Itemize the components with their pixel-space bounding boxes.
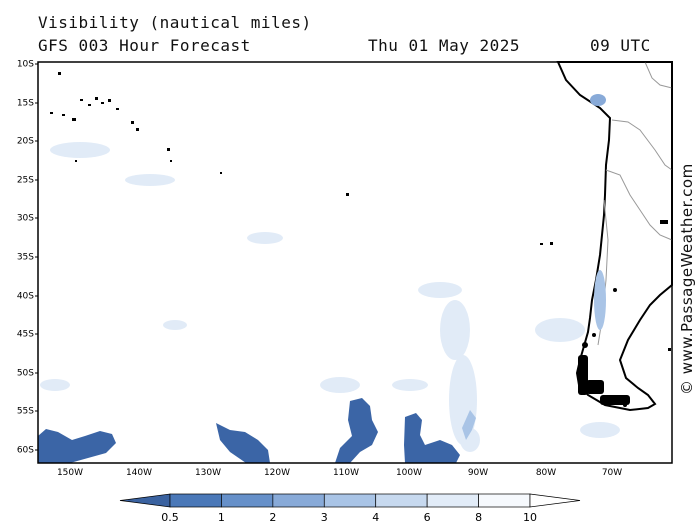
colorbar-label: 6 [424, 511, 431, 524]
longitude-label: 110W [333, 468, 359, 478]
longitude-label: 150W [57, 468, 83, 478]
latitude-label: 10S [17, 60, 34, 70]
credit-text: © www.PassageWeather.com [678, 163, 696, 395]
colorbar-label: 4 [372, 511, 379, 524]
longitude-label: 70W [602, 468, 622, 478]
colorbar-label: 0.5 [161, 511, 179, 524]
fjord-islands [578, 288, 630, 407]
longitude-label: 130W [195, 468, 221, 478]
pacific-islands [50, 72, 671, 351]
longitude-label: 100W [396, 468, 422, 478]
colorbar-segment [478, 493, 531, 508]
colorbar-segment [221, 493, 274, 508]
latitude-label: 60S [17, 446, 34, 456]
forecast-date: Thu 01 May 2025 [368, 36, 520, 55]
colorbar-label: 3 [321, 511, 328, 524]
colorbar-segment [426, 493, 479, 508]
colorbar-label: 2 [269, 511, 276, 524]
latitude-label: 40S [17, 292, 34, 302]
longitude-label: 140W [126, 468, 152, 478]
colorbar-segment [375, 493, 428, 508]
forecast-subtitle: GFS 003 Hour Forecast [38, 36, 251, 55]
map-title: Visibility (nautical miles) [38, 13, 312, 32]
longitude-label: 80W [536, 468, 556, 478]
colorbar-segment [169, 493, 222, 508]
latitude-label: 15S [17, 99, 34, 109]
visibility-low-zones [38, 398, 476, 463]
latitude-label: 55S [17, 407, 34, 417]
colorbar-segment [119, 493, 171, 508]
latitude-label: 50S [17, 369, 34, 379]
forecast-time: 09 UTC [590, 36, 651, 55]
latitude-label: 30S [17, 214, 34, 224]
longitude-label: 90W [468, 468, 488, 478]
latitude-label: 35S [17, 253, 34, 263]
colorbar-segment [272, 493, 325, 508]
colorbar-label: 10 [523, 511, 537, 524]
longitude-label: 120W [264, 468, 290, 478]
south-america-landmass [556, 61, 673, 412]
longitude-axis: 150W 140W 130W 120W 110W 100W 90W 80W 70W [57, 468, 622, 478]
colorbar-segment [323, 493, 377, 508]
latitude-label: 45S [17, 330, 34, 340]
latitude-axis: 10S 15S 20S 25S 30S 35S 40S 45S 50S 55S 60S [17, 60, 38, 456]
colorbar-label: 1 [218, 511, 225, 524]
colorbar-segment [529, 493, 581, 508]
latitude-label: 20S [17, 137, 34, 147]
colorbar-label: 8 [475, 511, 482, 524]
visibility-colorbar: 0.5 1 2 3 4 6 8 10 [119, 493, 581, 524]
latitude-label: 25S [17, 176, 34, 186]
map-ocean [38, 62, 672, 463]
map-frame [37, 61, 673, 464]
